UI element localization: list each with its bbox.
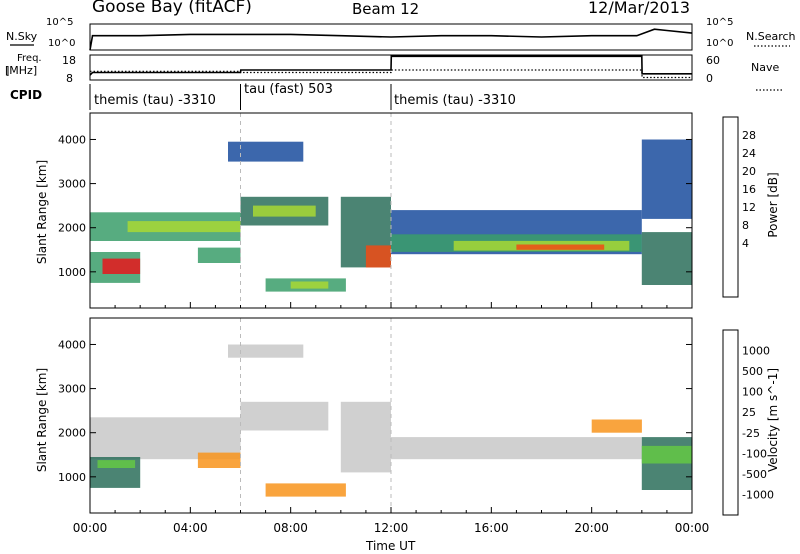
velocity-echo-band-4: [240, 401, 329, 431]
freq-tick-low: 8: [66, 72, 73, 85]
y-tick-label: 1000: [58, 471, 86, 484]
y-axis-label-power: Slant Range [km]: [35, 159, 49, 265]
nsky-tick-high: 10^5: [46, 17, 74, 28]
velocity-colorbar-tick-label: -500: [742, 468, 767, 481]
velocity-colorbar-tick-label: -1000: [742, 488, 774, 501]
x-tick-label: 16:00: [474, 521, 509, 535]
freq-line: [89, 55, 692, 76]
nave-tick-low: 0: [706, 72, 713, 85]
power-echo-band-6: [253, 205, 316, 217]
x-tick-label: 20:00: [574, 521, 609, 535]
velocity-echo-band-10: [641, 437, 692, 490]
nave-label: Nave: [751, 61, 780, 74]
velocity-colorbar-tick-label: 100: [742, 386, 763, 399]
x-tick-label: 08:00: [273, 521, 308, 535]
velocity-echo-band-6: [265, 483, 346, 497]
cpid-segment-2: tau (fast) 503: [244, 82, 333, 97]
x-tick-label: 12:00: [374, 521, 409, 535]
freq-label: Freq.: [17, 53, 42, 64]
power-colorbar-tick-label: 28: [742, 129, 756, 142]
nsky-label: N.Sky: [6, 30, 38, 43]
power-echo-band-17: [641, 139, 692, 219]
cpid-label: CPID: [10, 88, 43, 102]
x-axis-label: Time UT: [366, 539, 416, 553]
x-tick-label: 04:00: [173, 521, 208, 535]
nsearch-tick-high: 10^5: [706, 17, 734, 28]
velocity-colorbar-frame: [722, 329, 739, 516]
power-echo-band-9: [228, 141, 304, 162]
nsky-panel-frame: [89, 23, 693, 51]
power-colorbar-title: Power [dB]: [766, 172, 780, 238]
velocity-colorbar-title: Velocity [m s^-1]: [766, 367, 780, 473]
velocity-echo-band-8: [391, 437, 642, 460]
y-tick-label: 4000: [58, 338, 86, 351]
power-colorbar-tick-label: 8: [742, 219, 749, 232]
velocity-echo-band-5: [228, 344, 304, 358]
velocity-colorbar-tick-label: 1000: [742, 345, 770, 358]
beam-title: Beam 12: [352, 0, 420, 18]
power-colorbar-tick-label: 20: [742, 165, 756, 178]
velocity-colorbar-tick-label: 500: [742, 365, 763, 378]
freq-panel-frame: [89, 54, 693, 81]
power-echo-band-1: [127, 221, 241, 233]
y-tick-label: 2000: [58, 427, 86, 440]
power-echo-band-8: [290, 281, 329, 289]
y-tick-label: 3000: [58, 383, 86, 396]
cpid-segment-3: themis (tau) -3310: [394, 93, 516, 108]
x-tick-label: 00:00: [675, 521, 710, 535]
nsearch-tick-low: 10^0: [706, 38, 734, 49]
y-tick-label: 4000: [58, 133, 86, 146]
freq-tick-high: 18: [62, 54, 76, 67]
velocity-echo-band-3: [197, 452, 241, 468]
x-tick-label: 00:00: [73, 521, 108, 535]
power-echo-band-15: [516, 244, 605, 250]
velocity-colorbar-tick-label: -25: [742, 427, 760, 440]
y-tick-label: 2000: [58, 222, 86, 235]
y-tick-label: 1000: [58, 266, 86, 279]
y-axis-label-velocity: Slant Range [km]: [35, 367, 49, 473]
velocity-echo-band-9: [591, 419, 642, 433]
power-echo-band-4: [197, 247, 241, 263]
velocity-echo-band-11: [641, 445, 692, 464]
velocity-echo-band-0: [90, 417, 241, 460]
power-colorbar-tick-label: 16: [742, 183, 756, 196]
nave-tick-high: 60: [706, 54, 720, 67]
nsky-line: [89, 28, 693, 51]
power-colorbar-tick-label: 4: [742, 237, 749, 250]
nsearch-label: N.Search: [746, 30, 796, 43]
nsky-tick-low: 10^0: [48, 38, 76, 49]
power-colorbar-tick-label: 12: [742, 201, 756, 214]
station-title: Goose Bay (fitACF): [92, 0, 252, 17]
power-colorbar-frame: [722, 116, 739, 298]
velocity-colorbar-tick-label: -100: [742, 447, 767, 460]
velocity-echo-band-2: [97, 460, 136, 468]
power-echo-band-11: [365, 245, 391, 268]
velocity-echo-band-7: [340, 401, 391, 473]
y-tick-label: 3000: [58, 178, 86, 191]
velocity-colorbar-tick-label: 25: [742, 406, 756, 419]
freq-unit: [MHz]: [5, 64, 38, 77]
power-colorbar-tick-label: 24: [742, 147, 756, 160]
power-echo-band-16: [641, 232, 692, 285]
cpid-segment-1: themis (tau) -3310: [94, 93, 216, 108]
date-title: 12/Mar/2013: [588, 0, 691, 17]
nave-line: [90, 69, 692, 79]
power-echo-band-3: [102, 258, 141, 274]
